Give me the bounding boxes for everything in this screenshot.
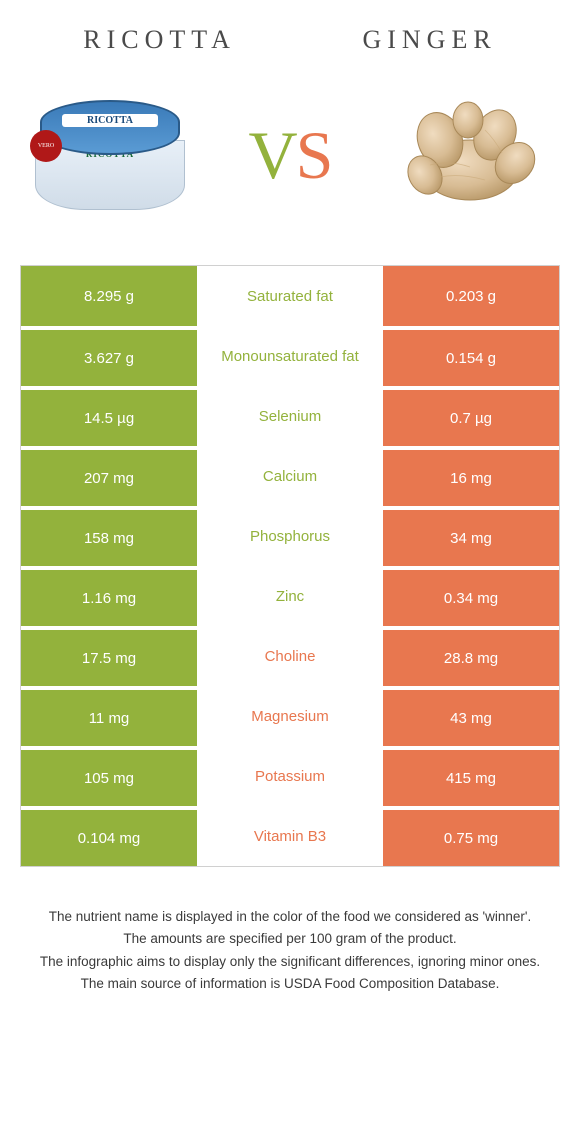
left-value: 1.16 mg bbox=[21, 566, 201, 626]
nutrient-label: Saturated fat bbox=[201, 266, 379, 326]
table-row: 14.5 µgSelenium0.7 µg bbox=[21, 386, 559, 446]
table-row: 17.5 mgCholine28.8 mg bbox=[21, 626, 559, 686]
hero-section: RICOTTA RICOTTA VERO VS bbox=[0, 65, 580, 265]
nutrient-label: Selenium bbox=[201, 386, 379, 446]
nutrient-label: Phosphorus bbox=[201, 506, 379, 566]
table-row: 105 mgPotassium415 mg bbox=[21, 746, 559, 806]
nutrient-label: Potassium bbox=[201, 746, 379, 806]
ginger-image bbox=[390, 90, 550, 220]
right-value: 43 mg bbox=[379, 686, 559, 746]
left-value: 0.104 mg bbox=[21, 806, 201, 866]
right-value: 0.7 µg bbox=[379, 386, 559, 446]
right-food-title: Ginger bbox=[362, 25, 496, 55]
left-value: 14.5 µg bbox=[21, 386, 201, 446]
nutrient-label: Zinc bbox=[201, 566, 379, 626]
right-value: 0.203 g bbox=[379, 266, 559, 326]
vs-label: VS bbox=[249, 116, 332, 195]
left-food-title: Ricotta bbox=[83, 25, 236, 55]
left-value: 105 mg bbox=[21, 746, 201, 806]
nutrient-label: Choline bbox=[201, 626, 379, 686]
table-row: 0.104 mgVitamin B30.75 mg bbox=[21, 806, 559, 866]
vs-v: V bbox=[249, 117, 296, 193]
left-value: 17.5 mg bbox=[21, 626, 201, 686]
table-row: 3.627 gMonounsaturated fat0.154 g bbox=[21, 326, 559, 386]
ricotta-image: RICOTTA RICOTTA VERO bbox=[30, 90, 190, 220]
left-value: 3.627 g bbox=[21, 326, 201, 386]
right-value: 0.34 mg bbox=[379, 566, 559, 626]
table-row: 158 mgPhosphorus34 mg bbox=[21, 506, 559, 566]
footer-line-4: The main source of information is USDA F… bbox=[30, 974, 550, 994]
right-value: 28.8 mg bbox=[379, 626, 559, 686]
right-value: 0.154 g bbox=[379, 326, 559, 386]
right-value: 0.75 mg bbox=[379, 806, 559, 866]
footer-line-3: The infographic aims to display only the… bbox=[30, 952, 550, 972]
table-row: 1.16 mgZinc0.34 mg bbox=[21, 566, 559, 626]
footer-notes: The nutrient name is displayed in the co… bbox=[30, 907, 550, 994]
right-value: 16 mg bbox=[379, 446, 559, 506]
header-titles: Ricotta Ginger bbox=[0, 0, 580, 65]
table-row: 207 mgCalcium16 mg bbox=[21, 446, 559, 506]
right-value: 415 mg bbox=[379, 746, 559, 806]
nutrient-label: Calcium bbox=[201, 446, 379, 506]
vs-s: S bbox=[296, 117, 332, 193]
right-value: 34 mg bbox=[379, 506, 559, 566]
left-value: 11 mg bbox=[21, 686, 201, 746]
left-value: 158 mg bbox=[21, 506, 201, 566]
left-value: 8.295 g bbox=[21, 266, 201, 326]
footer-line-1: The nutrient name is displayed in the co… bbox=[30, 907, 550, 927]
nutrient-label: Magnesium bbox=[201, 686, 379, 746]
table-row: 11 mgMagnesium43 mg bbox=[21, 686, 559, 746]
nutrient-table: 8.295 gSaturated fat0.203 g3.627 gMonoun… bbox=[20, 265, 560, 867]
footer-line-2: The amounts are specified per 100 gram o… bbox=[30, 929, 550, 949]
left-value: 207 mg bbox=[21, 446, 201, 506]
nutrient-label: Monounsaturated fat bbox=[201, 326, 379, 386]
nutrient-label: Vitamin B3 bbox=[201, 806, 379, 866]
table-row: 8.295 gSaturated fat0.203 g bbox=[21, 266, 559, 326]
